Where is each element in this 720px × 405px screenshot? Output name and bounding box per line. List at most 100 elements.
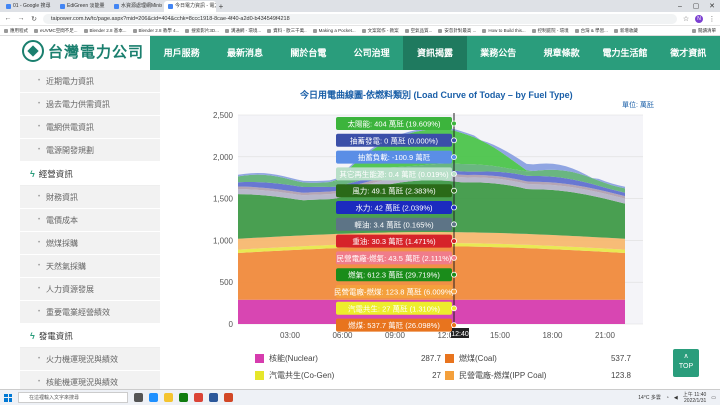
sidebar-item[interactable]: 近期電力資訊: [20, 70, 160, 93]
top-label: TOP: [678, 363, 694, 370]
bookmark-item[interactable]: 資料 - 歐三千萬..: [267, 28, 307, 34]
tooltip: 輕油: 3.4 萬瓩 (0.165%): [336, 217, 457, 231]
bookmark-item[interactable]: 台灣 & 學習...: [574, 27, 608, 34]
bookmark-item[interactable]: 空氣品質...: [404, 28, 432, 34]
bookmark-icon: [692, 28, 696, 33]
task-view-icon[interactable]: [134, 393, 143, 402]
star-icon[interactable]: ☆: [682, 15, 690, 23]
bookmark-item[interactable]: 溝通網 - 環境...: [224, 27, 262, 34]
weather-text[interactable]: 14°C 多雲: [638, 395, 661, 401]
minimize-icon[interactable]: –: [678, 3, 682, 10]
legend-item[interactable]: 燃煤(Coal) 537.7: [445, 353, 635, 364]
bookmark-item[interactable]: 應用程式: [4, 28, 28, 34]
browser-tab[interactable]: 今日電力資訊 - 電力供需資訊 - 台: [164, 1, 216, 12]
bookmark-icon: [404, 28, 409, 33]
bookmark-item[interactable]: 搜索影片3D...: [185, 28, 219, 34]
browser-tab[interactable]: EdiGreen 淡能量: [56, 1, 108, 12]
nav-item[interactable]: 用戶服務: [163, 48, 200, 58]
notification-icon[interactable]: ▭: [711, 394, 716, 401]
bookmark-label: 閱讀清單: [698, 27, 716, 33]
nav-item[interactable]: 電力生活館: [602, 48, 648, 58]
legend-item[interactable]: 核能(Nuclear) 287.7: [255, 353, 445, 364]
series-point: [451, 305, 457, 312]
y-tick-label: 2,000: [213, 153, 234, 162]
close-icon[interactable]: ✕: [709, 3, 715, 10]
sidebar-item[interactable]: 財務資訊: [20, 186, 160, 209]
chrome-icon[interactable]: [194, 393, 203, 402]
cursor-time-label: 12:40: [451, 331, 469, 338]
nav-item[interactable]: 規章條款: [543, 48, 580, 58]
bookmark-icon: [83, 28, 88, 33]
sidebar-item[interactable]: 燃煤採購: [20, 232, 160, 255]
sidebar-section-head[interactable]: ϟ 發電資訊: [20, 324, 160, 348]
address-bar-row: ← → ↻ taipower.com.tw/tc/page.aspx?mid=2…: [0, 12, 720, 26]
bookmark-label: 溝通網 - 環境...: [230, 27, 262, 33]
sidebar-item[interactable]: 重要電業經營績效: [20, 301, 160, 324]
nav-item[interactable]: 最新消息: [226, 48, 263, 58]
profile-avatar[interactable]: N: [695, 14, 703, 23]
legend-value: 537.7: [610, 354, 631, 363]
nav-item[interactable]: 業務公告: [480, 48, 517, 58]
maximize-icon[interactable]: ▢: [692, 3, 700, 10]
nav-item[interactable]: 資訊揭露: [403, 36, 467, 70]
bookmark-item[interactable]: 控制庭院 - 環境: [531, 28, 569, 34]
bookmark-item[interactable]: 閱讀清單: [692, 28, 716, 34]
nav-item[interactable]: 徵才資訊: [670, 48, 707, 58]
bookmark-item[interactable]: How to Build this...: [482, 28, 526, 33]
bookmark-icon: [185, 28, 190, 33]
nav-item[interactable]: 關於台電: [290, 48, 327, 58]
bookmark-item[interactable]: Making a Pocket...: [312, 28, 356, 33]
bookmark-label: 台灣 & 學習...: [580, 27, 608, 33]
store-icon[interactable]: [179, 393, 188, 402]
forward-icon[interactable]: →: [17, 15, 25, 22]
nav-item[interactable]: 公司治理: [353, 48, 390, 58]
new-tab-button[interactable]: +: [218, 2, 224, 11]
windows-start-icon[interactable]: [4, 393, 12, 402]
sidebar-item[interactable]: 核能機運現況與績效: [20, 371, 160, 390]
sidebar-item[interactable]: 人力資源發展: [20, 278, 160, 301]
taipower-logo[interactable]: 台灣電力公司: [22, 40, 144, 62]
bookmark-label: 應用程式: [10, 27, 28, 33]
back-icon[interactable]: ←: [4, 15, 12, 22]
legend-name: 汽電共生(Co-Gen): [269, 371, 335, 380]
file-explorer-icon[interactable]: [164, 393, 173, 402]
browser-tab[interactable]: 水資源處理網Ministry of Eco: [110, 1, 162, 12]
clock[interactable]: 上午 11:40 2022/1/31: [683, 392, 707, 404]
bookmark-item[interactable]: Blender 2.8 教學 4...: [132, 28, 179, 34]
chevron-up-icon: ∧: [683, 353, 689, 360]
bookmark-item[interactable]: eUVMC空間不足...: [34, 28, 78, 34]
bookmark-icon: [438, 28, 443, 33]
word-icon[interactable]: [209, 393, 218, 402]
legend-item[interactable]: 民營電廠-燃煤(IPP Coal) 123.8: [445, 370, 635, 381]
legend-item[interactable]: 汽電共生(Co-Gen) 27: [255, 370, 445, 381]
wifi-icon[interactable]: ◔: [665, 394, 669, 401]
taskbar-search-input[interactable]: 在這裡輸入文字來搜尋: [18, 392, 128, 403]
legend-value: 287.7: [420, 354, 441, 363]
sidebar-section-head[interactable]: ϟ 經營資訊: [20, 162, 160, 186]
sidebar-item[interactable]: 火力機運現況與績效: [20, 348, 160, 371]
volume-icon[interactable]: ◀: [673, 394, 678, 401]
bookmark-label: 新增收藏: [619, 27, 638, 33]
series-point: [451, 154, 457, 160]
powerpoint-icon[interactable]: [224, 393, 233, 402]
sidebar-item[interactable]: 電網供電資訊: [20, 116, 160, 139]
bookmark-item[interactable]: Blender 2.8 基本...: [83, 28, 127, 34]
sidebar-item[interactable]: 電源開發規劃: [20, 139, 160, 162]
x-tick-label: 06:00: [332, 331, 353, 340]
back-to-top-button[interactable]: ∧ TOP: [673, 349, 699, 377]
bookmark-item[interactable]: 新增收藏: [613, 27, 638, 34]
sidebar-item[interactable]: 電價成本: [20, 209, 160, 232]
browser-tab[interactable]: 01 - Google 搜尋: [2, 1, 54, 12]
tooltip-text: 水力: 42 萬瓩 (2.039%): [355, 203, 433, 213]
url-field[interactable]: taipower.com.tw/tc/page.aspx?mid=206&cid…: [43, 13, 677, 24]
bookmark-item[interactable]: 文案寫作 - 教案: [361, 28, 399, 34]
menu-icon[interactable]: ⋮: [708, 15, 716, 23]
reload-icon[interactable]: ↻: [31, 15, 37, 23]
logo-text: 台灣電力公司: [48, 42, 145, 61]
sidebar-item[interactable]: 過去電力供需資訊: [20, 93, 160, 116]
load-curve-chart[interactable]: 0 500 1,000 1,500 2,000 2,500 03:00 06:00 09:00 1…: [200, 105, 670, 350]
bookmark-item[interactable]: 安忽針對最高 ...: [438, 28, 476, 34]
sidebar-item[interactable]: 天然氣採購: [20, 255, 160, 278]
edge-icon[interactable]: [149, 393, 158, 402]
bookmark-icon: [4, 28, 8, 33]
